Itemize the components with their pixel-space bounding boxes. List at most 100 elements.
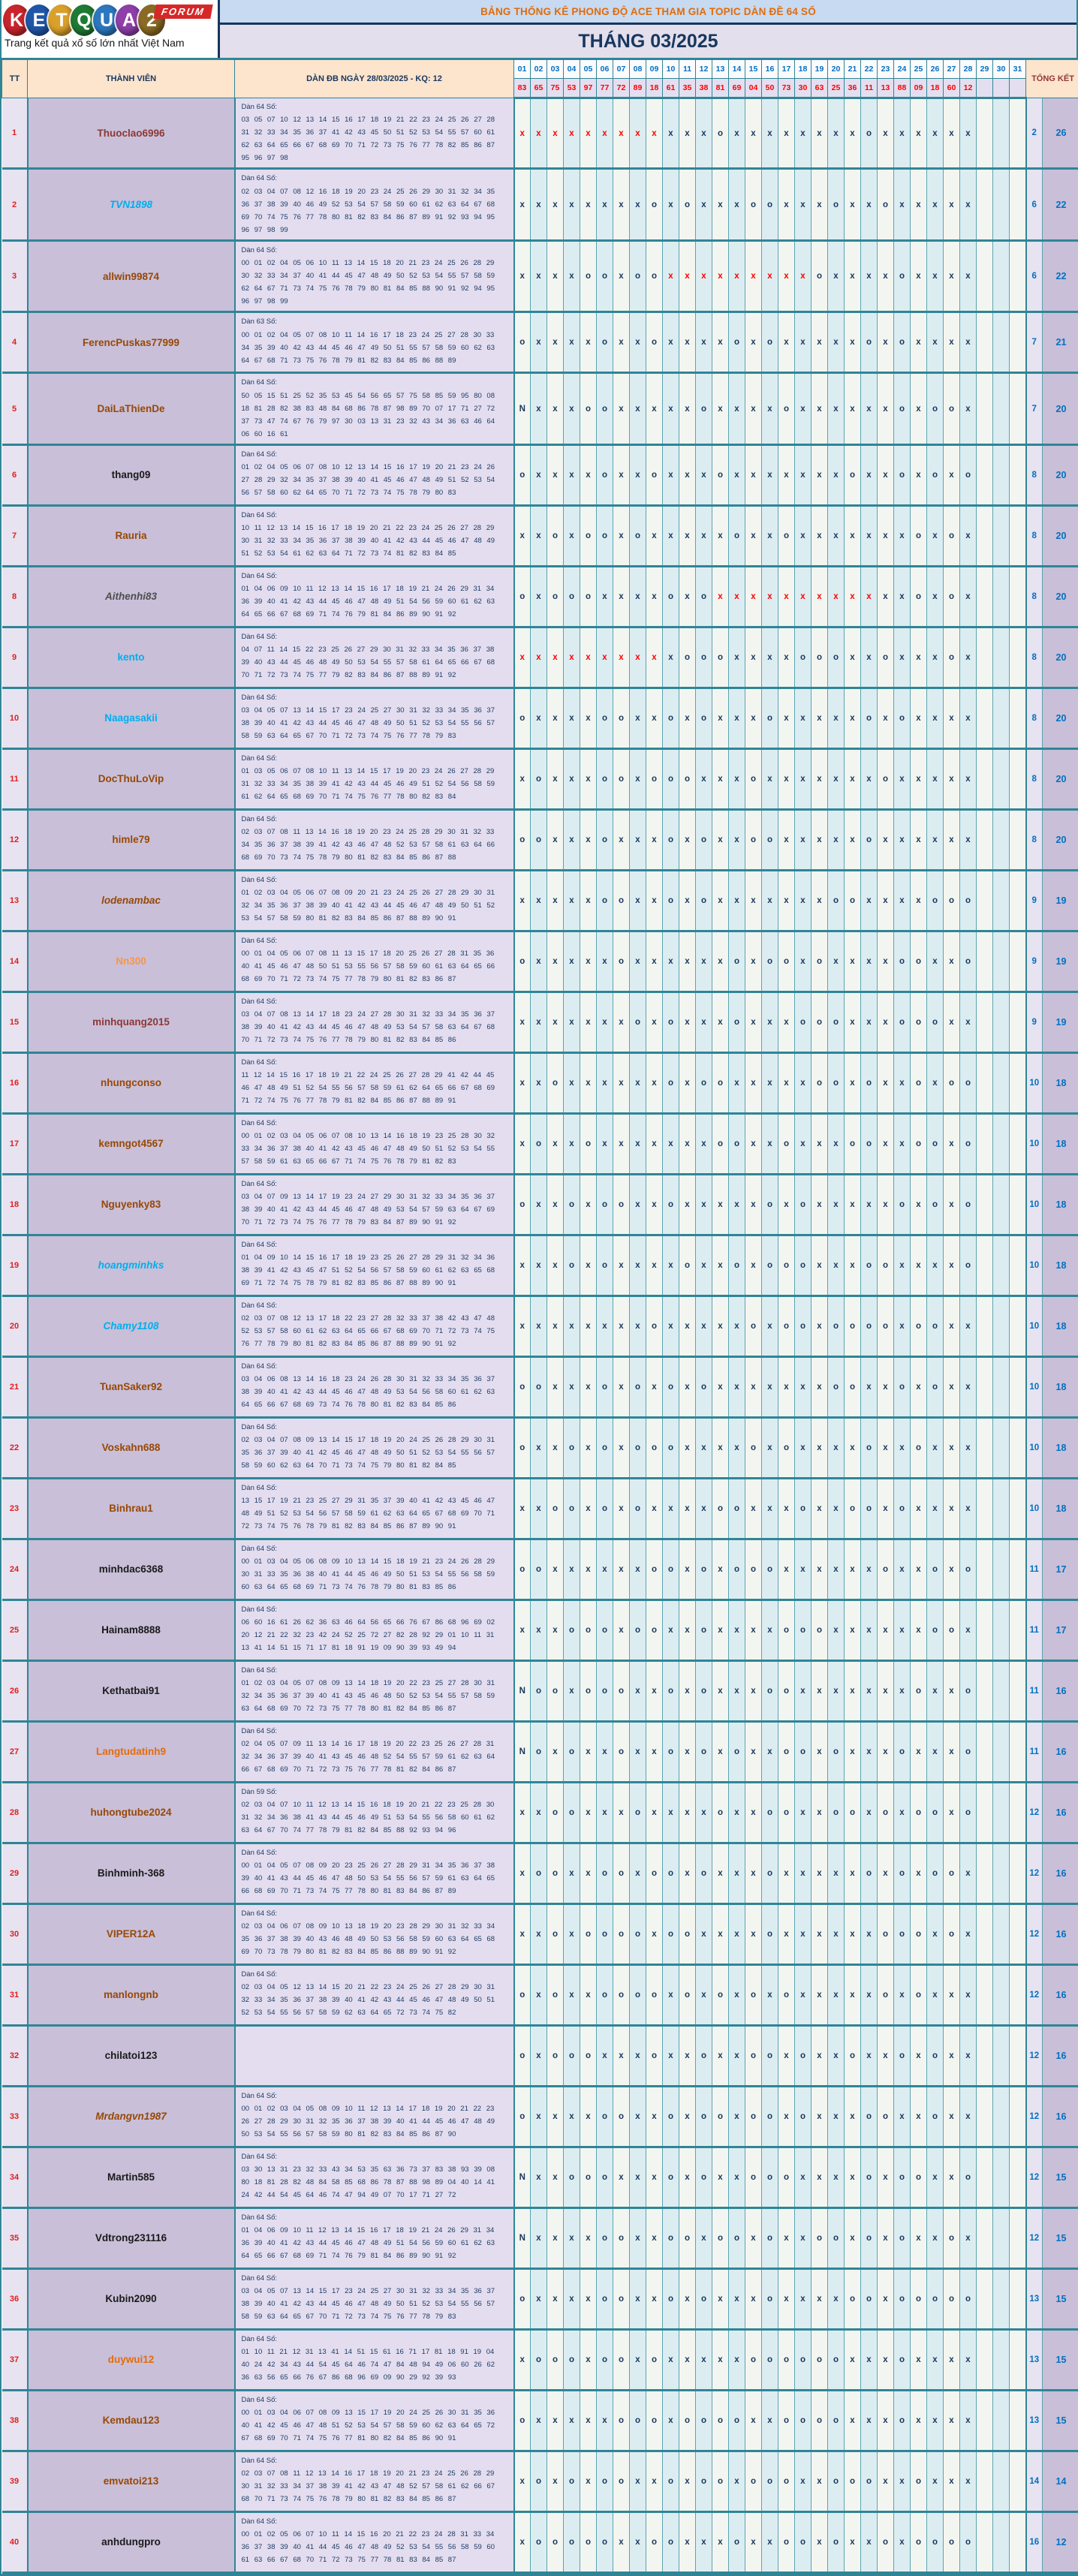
- day-mark-cell: x: [679, 1356, 696, 1417]
- day-mark-cell: x: [679, 444, 696, 505]
- day-mark-cell: x: [547, 444, 564, 505]
- day-mark-cell: x: [580, 1478, 597, 1539]
- day-mark-cell: [977, 992, 993, 1052]
- day-mark-cell: x: [646, 688, 663, 748]
- day-mark-cell: x: [762, 1478, 778, 1539]
- day-mark-cell: x: [745, 1174, 762, 1235]
- day-mark-cell: o: [878, 1782, 894, 1843]
- day-result: 89: [630, 79, 646, 98]
- day-header: 06: [597, 60, 613, 79]
- day-mark-cell: x: [778, 627, 795, 688]
- day-mark-cell: [993, 1782, 1010, 1843]
- day-mark-cell: x: [927, 1964, 944, 2025]
- day-mark-cell: x: [679, 1539, 696, 1599]
- day-mark-cell: x: [828, 240, 845, 311]
- hit-total: 20: [1043, 688, 1078, 748]
- day-mark-cell: x: [564, 931, 580, 992]
- day-mark-cell: o: [960, 931, 977, 992]
- day-mark-cell: x: [762, 992, 778, 1052]
- day-mark-cell: x: [894, 627, 911, 688]
- day-mark-cell: o: [894, 931, 911, 992]
- miss-total: 8: [1026, 505, 1043, 566]
- day-mark-cell: x: [646, 2451, 663, 2511]
- member-name: minhdac6368: [28, 1539, 235, 1599]
- day-mark-cell: [1010, 2268, 1026, 2329]
- day-mark-cell: x: [812, 1782, 828, 1843]
- dan-label: Dàn 64 Số:: [242, 813, 506, 826]
- dan-numbers: 03 05 07 10 12 13 14 15 16 17 18 19 21 2…: [242, 116, 495, 162]
- day-mark-cell: o: [597, 1235, 613, 1296]
- day-mark-cell: o: [580, 2025, 597, 2086]
- day-mark-cell: [993, 1174, 1010, 1235]
- dan-numbers: 00 01 02 03 04 05 06 07 08 10 13 14 16 1…: [242, 1132, 495, 1166]
- day-result: 25: [828, 79, 845, 98]
- day-mark-cell: [1010, 2511, 1026, 2572]
- day-mark-cell: x: [564, 373, 580, 444]
- day-mark-cell: o: [828, 1721, 845, 1782]
- day-mark-cell: [993, 2147, 1010, 2207]
- day-mark-cell: o: [531, 748, 547, 809]
- day-mark-cell: x: [795, 444, 812, 505]
- day-mark-cell: x: [696, 1478, 712, 1539]
- day-mark-cell: x: [597, 1782, 613, 1843]
- day-mark-cell: x: [828, 312, 845, 373]
- day-result: 73: [778, 79, 795, 98]
- day-mark-cell: x: [828, 1417, 845, 1478]
- member-name: huhongtube2024: [28, 1782, 235, 1843]
- day-mark-cell: x: [812, 1903, 828, 1964]
- day-mark-cell: x: [712, 1539, 729, 1599]
- day-mark-cell: x: [795, 1052, 812, 1113]
- day-mark-cell: [993, 1599, 1010, 1660]
- day-mark-cell: o: [597, 1660, 613, 1721]
- day-mark-cell: o: [894, 312, 911, 373]
- day-mark-cell: x: [778, 98, 795, 169]
- day-mark-cell: o: [745, 748, 762, 809]
- day-mark-cell: x: [679, 1599, 696, 1660]
- hit-total: 18: [1043, 1113, 1078, 1174]
- day-mark-cell: x: [960, 2207, 977, 2268]
- day-mark-cell: x: [564, 1660, 580, 1721]
- day-mark-cell: x: [960, 688, 977, 748]
- day-mark-cell: x: [564, 688, 580, 748]
- day-mark-cell: x: [878, 931, 894, 992]
- day-mark-cell: x: [597, 98, 613, 169]
- day-mark-cell: x: [547, 1113, 564, 1174]
- day-mark-cell: o: [646, 2511, 663, 2572]
- member-name: Aithenhi83: [28, 566, 235, 627]
- day-mark-cell: [1010, 870, 1026, 931]
- miss-total: 9: [1026, 870, 1043, 931]
- day-mark-cell: o: [745, 2025, 762, 2086]
- day-mark-cell: x: [696, 2511, 712, 2572]
- day-mark-cell: x: [745, 444, 762, 505]
- day-mark-cell: x: [679, 931, 696, 992]
- day-mark-cell: [1010, 1782, 1026, 1843]
- day-mark-cell: x: [911, 2329, 927, 2390]
- day-header: 11: [679, 60, 696, 79]
- col-header-total: TỔNG KẾT: [1026, 60, 1078, 98]
- day-mark-cell: x: [531, 627, 547, 688]
- day-mark-cell: o: [514, 2268, 531, 2329]
- day-mark-cell: [993, 809, 1010, 870]
- day-mark-cell: o: [762, 809, 778, 870]
- day-mark-cell: x: [762, 1296, 778, 1356]
- day-mark-cell: [1010, 312, 1026, 373]
- day-header: 30: [993, 60, 1010, 79]
- day-mark-cell: [977, 1235, 993, 1296]
- day-mark-cell: x: [712, 1903, 729, 1964]
- day-mark-cell: x: [894, 566, 911, 627]
- day-mark-cell: x: [531, 505, 547, 566]
- dan-label: Dàn 64 Số:: [242, 752, 506, 765]
- day-mark-cell: o: [712, 1052, 729, 1113]
- day-mark-cell: o: [613, 688, 630, 748]
- day-mark-cell: x: [679, 2268, 696, 2329]
- day-mark-cell: x: [531, 1417, 547, 1478]
- miss-total: 10: [1026, 1052, 1043, 1113]
- day-mark-cell: x: [630, 444, 646, 505]
- day-mark-cell: x: [630, 1843, 646, 1903]
- day-result: 77: [597, 79, 613, 98]
- day-mark-cell: x: [696, 505, 712, 566]
